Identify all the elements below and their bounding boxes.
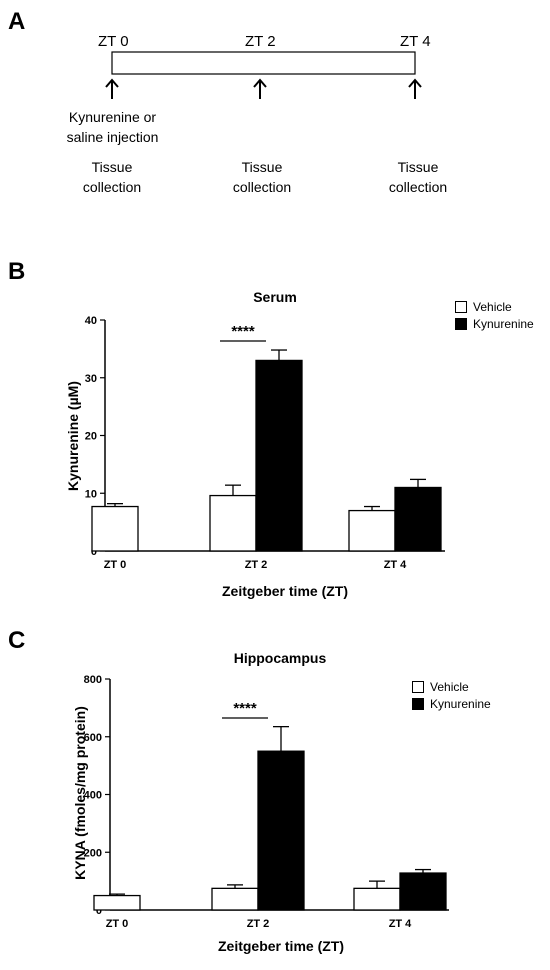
chart-b-xlabel: Zeitgeber time (ZT) bbox=[221, 583, 348, 599]
bar-kynurenine-zt2 bbox=[255, 359, 303, 552]
x-tick-label: ZT 4 bbox=[389, 918, 412, 930]
bar-kynurenine-zt4 bbox=[394, 486, 442, 552]
bar-vehicle-zt0 bbox=[91, 505, 139, 552]
legend-kynurenine: Kynurenine bbox=[412, 697, 491, 711]
x-tick-label: ZT 4 bbox=[384, 559, 407, 571]
chart-c-ylabel: KYNA (fmoles/mg protein) bbox=[72, 706, 88, 880]
tissue-note-zt4: Tissue collection bbox=[388, 159, 448, 195]
y-tick-label: 10 bbox=[85, 488, 97, 500]
timeline-diagram bbox=[105, 51, 422, 99]
chart-b-plot: 0 10 20 30 40 ZT 0 ZT 2 ZT 4 **** bbox=[85, 315, 445, 571]
chart-b-title: Serum bbox=[253, 289, 297, 305]
x-tick-label: ZT 0 bbox=[106, 918, 129, 930]
legend-kynurenine-swatch bbox=[455, 318, 467, 330]
x-tick-label: ZT 2 bbox=[245, 559, 268, 571]
bar-kynurenine-zt2 bbox=[257, 750, 305, 911]
y-tick-label: 0 bbox=[96, 905, 102, 917]
y-tick-label: 30 bbox=[85, 373, 97, 385]
y-tick-label: 600 bbox=[84, 732, 102, 744]
legend-vehicle-label: Vehicle bbox=[473, 300, 512, 314]
y-tick-label: 400 bbox=[84, 790, 102, 802]
arrow-zt2-icon bbox=[253, 78, 267, 99]
bar-vehicle-zt0 bbox=[93, 894, 141, 911]
timeline-label-zt2: ZT 2 bbox=[245, 33, 276, 50]
tissue-note-zt0: Tissue collection bbox=[82, 159, 142, 195]
panel-a-letter: A bbox=[8, 8, 26, 35]
legend-vehicle: Vehicle bbox=[412, 680, 491, 694]
legend-vehicle: Vehicle bbox=[455, 300, 534, 314]
bar-vehicle-zt2 bbox=[211, 887, 259, 911]
timeline-label-zt0: ZT 0 bbox=[98, 33, 129, 50]
x-tick-label: ZT 0 bbox=[104, 559, 127, 571]
y-tick-label: 800 bbox=[84, 674, 102, 686]
y-tick-label: 20 bbox=[85, 431, 97, 443]
arrow-zt4-icon bbox=[408, 78, 422, 99]
timeline-bar bbox=[111, 51, 416, 75]
significance-label: **** bbox=[231, 323, 255, 340]
chart-b-legend: Vehicle Kynurenine bbox=[455, 300, 534, 331]
bar-vehicle-zt4 bbox=[348, 509, 396, 552]
panel-b-letter: B bbox=[8, 258, 26, 285]
injection-note: Kynurenine or saline injection bbox=[66, 109, 159, 145]
chart-c-title: Hippocampus bbox=[233, 650, 327, 666]
timeline-label-zt4: ZT 4 bbox=[400, 33, 431, 50]
legend-kynurenine-label: Kynurenine bbox=[430, 697, 491, 711]
y-tick-label: 40 bbox=[85, 315, 97, 327]
y-tick-label: 200 bbox=[84, 847, 102, 859]
legend-kynurenine-swatch bbox=[412, 698, 424, 710]
arrow-zt0-icon bbox=[105, 78, 119, 99]
chart-c-plot: 0 200 400 600 800 ZT 0 ZT 2 ZT 4 **** bbox=[84, 674, 449, 930]
chart-c-legend: Vehicle Kynurenine bbox=[412, 680, 491, 711]
y-tick-label: 0 bbox=[91, 546, 97, 558]
legend-vehicle-swatch bbox=[455, 301, 467, 313]
bar-vehicle-zt2 bbox=[209, 494, 257, 552]
legend-vehicle-swatch bbox=[412, 681, 424, 693]
legend-kynurenine: Kynurenine bbox=[455, 317, 534, 331]
chart-b-ylabel: Kynurenine (µM) bbox=[65, 381, 81, 491]
legend-vehicle-label: Vehicle bbox=[430, 680, 469, 694]
panel-c-letter: C bbox=[8, 627, 26, 654]
chart-c-xlabel: Zeitgeber time (ZT) bbox=[217, 938, 344, 954]
x-tick-label: ZT 2 bbox=[247, 918, 270, 930]
legend-kynurenine-label: Kynurenine bbox=[473, 317, 534, 331]
bar-kynurenine-zt4 bbox=[399, 872, 447, 911]
bar-vehicle-zt4 bbox=[353, 887, 401, 911]
significance-label: **** bbox=[233, 700, 257, 717]
tissue-note-zt2: Tissue collection bbox=[232, 159, 292, 195]
